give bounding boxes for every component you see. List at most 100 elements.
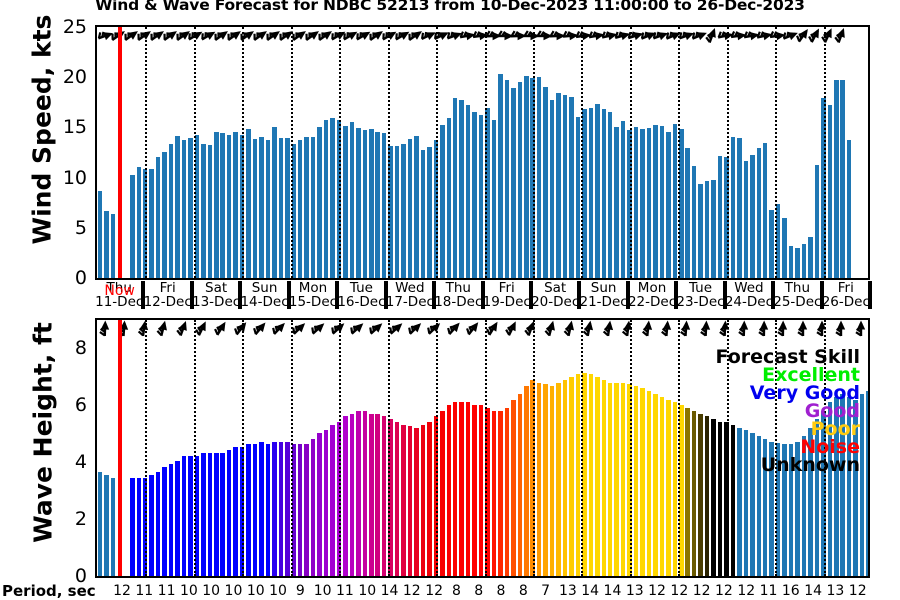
bar	[517, 394, 523, 576]
legend-item-noise: Noise	[800, 436, 860, 458]
direction-arrow	[573, 27, 592, 45]
bar	[336, 119, 342, 278]
direction-arrow	[392, 27, 410, 45]
bar	[569, 377, 574, 576]
period-value: 8	[496, 583, 506, 599]
bar	[220, 452, 225, 576]
wave-bar-series	[97, 320, 868, 576]
day-of-week: Thu	[784, 280, 811, 296]
day-date: 21-Dec	[579, 294, 628, 310]
day-label: Mon 15-Dec	[289, 281, 337, 309]
direction-arrow	[650, 27, 669, 45]
direction-arrow	[250, 27, 267, 45]
bar	[136, 478, 142, 576]
day-separator	[771, 281, 776, 309]
day-of-week: Mon	[637, 280, 667, 296]
bar	[459, 100, 464, 278]
day-date: 23-Dec	[676, 294, 725, 310]
bar	[349, 121, 355, 278]
wave-height-chart: Forecast Skill Excellent Very Good Good Poor…	[95, 318, 870, 578]
direction-arrow	[483, 27, 501, 45]
bar	[188, 455, 193, 576]
direction-arrow	[366, 27, 384, 45]
bar	[381, 416, 387, 576]
bar	[252, 444, 258, 576]
bar	[401, 143, 406, 278]
bar	[446, 405, 452, 576]
bar	[775, 443, 781, 576]
day-label: Fri 26-Dec	[822, 281, 870, 309]
bar	[478, 405, 484, 576]
day-separator	[383, 281, 388, 309]
direction-arrow	[734, 320, 750, 338]
gridline	[484, 27, 487, 278]
direction-arrow	[754, 27, 773, 45]
bar	[330, 117, 335, 278]
period-value: 12	[737, 583, 756, 599]
bar	[375, 131, 380, 278]
bar	[717, 156, 723, 278]
bar	[866, 391, 868, 576]
bar	[142, 478, 148, 576]
bar	[459, 402, 464, 576]
bar	[750, 154, 755, 278]
bar	[562, 380, 568, 576]
gridline	[145, 27, 148, 278]
bar	[646, 391, 652, 576]
bar	[369, 413, 374, 576]
bar	[149, 475, 154, 576]
bar	[814, 165, 820, 278]
bar	[401, 424, 406, 576]
bar	[808, 236, 813, 278]
bar	[452, 402, 458, 576]
bar	[633, 126, 639, 278]
bar	[782, 444, 787, 576]
bar	[381, 132, 387, 278]
gridline	[436, 320, 439, 576]
day-separator	[819, 281, 824, 309]
bar	[323, 430, 329, 576]
direction-arrow	[121, 27, 138, 45]
day-separator	[189, 281, 194, 309]
gridline	[823, 320, 826, 576]
bar	[336, 422, 342, 576]
direction-arrow	[173, 27, 190, 45]
direction-arrow	[831, 320, 847, 338]
direction-arrow	[405, 27, 422, 45]
bar	[821, 98, 826, 278]
day-date: 14-Dec	[240, 294, 289, 310]
bar	[181, 455, 187, 576]
y-tick-label: 20	[62, 66, 87, 89]
day-date: 12-Dec	[143, 294, 192, 310]
bar	[724, 422, 729, 576]
direction-arrow	[192, 320, 208, 338]
period-value: 9	[295, 583, 305, 599]
bar	[168, 464, 174, 576]
period-value: 12	[692, 583, 711, 599]
period-value: 10	[224, 583, 243, 599]
direction-arrow	[353, 27, 371, 45]
direction-arrow	[153, 320, 169, 338]
bar	[595, 104, 600, 278]
bar	[291, 143, 297, 278]
bar	[743, 430, 749, 576]
period-value: 11	[157, 583, 176, 599]
bar	[814, 419, 820, 576]
bar	[272, 441, 277, 576]
day-of-week: Thu	[445, 280, 471, 296]
direction-arrow	[541, 320, 557, 338]
period-value: 12	[402, 583, 421, 599]
bar	[259, 441, 264, 576]
bar	[750, 433, 755, 576]
bar	[97, 191, 103, 278]
bar	[685, 408, 690, 576]
bar	[543, 384, 548, 576]
bar	[362, 129, 368, 278]
bar	[846, 396, 852, 576]
bar	[317, 433, 322, 576]
direction-arrow	[521, 27, 540, 45]
bar	[504, 408, 510, 576]
bar	[679, 128, 684, 278]
direction-arrow	[793, 320, 809, 338]
bar	[672, 402, 678, 576]
